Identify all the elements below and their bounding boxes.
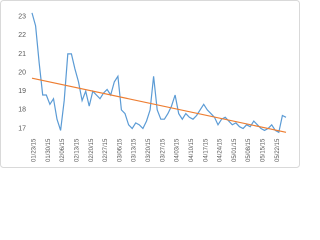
x-tick-label: 02/13/15 <box>75 138 81 162</box>
x-tick-label: 02/27/15 <box>103 138 109 162</box>
x-tick-label: 03/06/15 <box>117 138 123 162</box>
x-tick-label: 05/15/15 <box>261 138 267 162</box>
x-tick-label: 04/03/15 <box>175 138 181 162</box>
x-tick-label: 02/20/15 <box>89 138 95 162</box>
x-tick-label: 04/24/15 <box>218 138 224 162</box>
y-tick-label: 20 <box>18 69 26 76</box>
x-tick-label: 04/17/15 <box>203 138 209 162</box>
data-line <box>31 12 287 134</box>
trend-line <box>31 77 287 133</box>
x-tick-label: 03/13/15 <box>132 138 138 162</box>
chart: 17 18 19 20 21 22 23 01/23/15 01/30/15 02/06/15 02… <box>0 0 300 168</box>
x-tick-label: 01/30/15 <box>46 138 52 162</box>
y-tick-label: 23 <box>18 13 26 20</box>
x-tick-label: 03/27/15 <box>160 138 166 162</box>
y-tick-label: 22 <box>18 32 26 39</box>
x-tick-label: 05/22/15 <box>275 138 281 162</box>
y-tick-label: 18 <box>18 107 26 114</box>
y-tick-label: 17 <box>18 125 26 132</box>
x-tick-label: 05/01/15 <box>232 138 238 162</box>
y-tick-label: 21 <box>18 51 26 58</box>
chart-frame <box>0 0 300 168</box>
x-tick-label: 01/23/15 <box>32 138 38 162</box>
x-tick-label: 02/06/15 <box>60 138 66 162</box>
x-tick-label: 04/10/15 <box>189 138 195 162</box>
y-tick-label: 19 <box>18 88 26 95</box>
x-tick-label: 03/20/15 <box>146 138 152 162</box>
x-tick-label: 05/08/15 <box>246 138 252 162</box>
